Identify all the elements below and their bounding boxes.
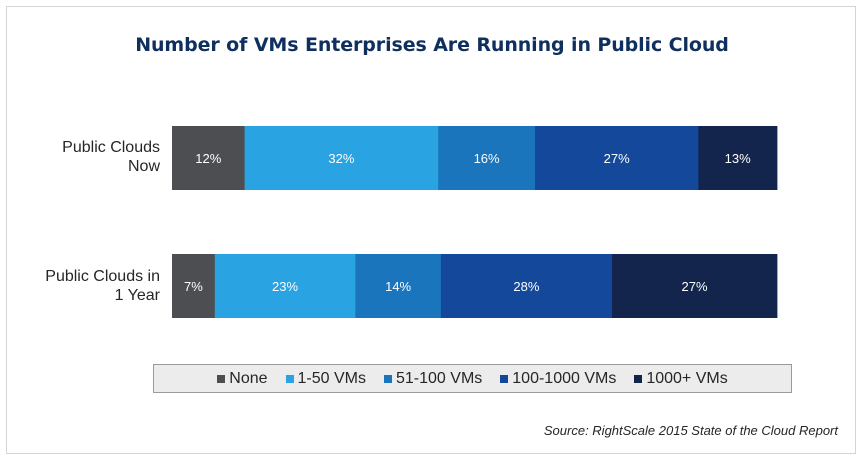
legend-label: None [229,369,268,387]
legend-swatch-100-1000-vms [500,374,509,383]
legend-item-none: None [217,369,268,388]
legend-item-1000-plus-vms: 1000+ VMs [634,369,728,388]
bar-segment-1-50-vms-1-year [214,254,356,318]
bar-segment-51-100-vms-1-year [355,254,442,318]
legend-item-51-100-vms: 51-100 VMs [384,370,482,388]
legend-swatch-1-50-vms [285,374,294,383]
bar-segment-51-100-vms-now [438,126,536,190]
data-label-51-100-vms-now: 16% [474,151,500,166]
bar-segment-1000-plus-vms-now [698,126,778,190]
data-label-1000-plus-vms-1-year: 27% [681,279,707,294]
data-label-100-1000-vms-now: 27% [604,151,630,166]
category-label-now: Public Clouds Now [10,138,160,176]
data-label-100-1000-vms-1-year: 28% [513,279,539,294]
category-label-line: Now [127,158,160,175]
category-label-line: Public Clouds [62,139,160,156]
chart-title: Number of VMs Enterprises Are Running in… [135,34,729,56]
category-label-1-year: Public Clouds in 1 Year [10,267,160,305]
legend-label: 1-50 VMs [297,369,366,387]
bar-segment-100-1000-vms-1-year [440,254,613,318]
category-label-line: 1 Year [114,287,160,304]
data-label-none-now: 12% [195,151,221,166]
legend-label: 51-100 VMs [396,369,483,387]
data-label-1-50-vms-now: 32% [328,151,354,166]
legend-label: 100-1000 VMs [512,369,617,387]
bar-segment-1000-plus-vms-1-year [612,254,778,318]
legend-swatch-51-100-vms [384,374,392,383]
bar-segment-none-now [172,126,245,190]
data-label-1-50-vms-1-year: 23% [272,279,298,294]
legend-swatch-none [217,374,226,383]
legend-label: 1000+ VMs [646,369,728,387]
data-label-51-100-vms-1-year: 14% [385,279,411,294]
bar-segment-100-1000-vms-now [535,126,699,190]
source-note: Source: RightScale 2015 State of the Clo… [543,423,838,438]
bar-segment-none-1-year [172,254,216,318]
legend-swatch-1000-plus-vms [634,374,643,383]
data-label-none-1-year: 7% [184,279,203,294]
bar-segment-1-50-vms-now [244,126,439,190]
category-label-line: Public Clouds in [45,268,160,285]
data-label-1000-plus-vms-now: 13% [725,151,751,166]
legend-item-1-50-vms: 1-50 VMs [285,369,366,388]
legend-item-100-1000-vms: 100-1000 VMs [500,370,616,388]
chart-legend: None 1-50 VMs 51-100 VMs 100-1000 VMs 10… [153,364,792,393]
